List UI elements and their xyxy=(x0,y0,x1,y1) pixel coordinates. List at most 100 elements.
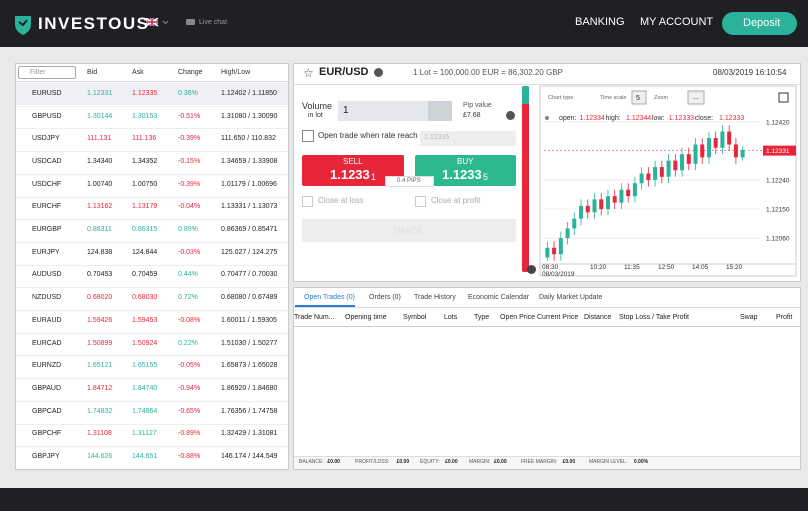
high-low: 0.86369 / 0.85471 xyxy=(221,226,278,233)
bid: 1.00740 xyxy=(87,180,113,188)
divider xyxy=(16,81,288,82)
row[interactable] xyxy=(16,400,288,423)
info-icon xyxy=(527,265,536,274)
tab[interactable]: Open Trades (0) xyxy=(304,293,355,301)
tab[interactable]: Daily Market Update xyxy=(539,293,603,301)
candle-body xyxy=(552,247,557,255)
column-header: Distance xyxy=(584,313,612,321)
checkbox[interactable] xyxy=(302,130,314,142)
bid: 1.13162 xyxy=(87,203,113,211)
summary-label: EQUITY: xyxy=(420,459,440,465)
sell-pip: 1 xyxy=(371,171,377,182)
change: 0.72% xyxy=(178,294,198,302)
rate-input xyxy=(420,131,516,146)
row[interactable] xyxy=(16,423,288,446)
y-tick-label: 1.12240 xyxy=(766,177,790,184)
column-header: Symbol xyxy=(403,313,427,321)
row[interactable] xyxy=(16,196,288,219)
spinner[interactable] xyxy=(428,101,452,121)
row[interactable] xyxy=(16,241,288,264)
volume-input[interactable] xyxy=(338,101,452,121)
toolbar-button xyxy=(687,90,705,105)
help-icon xyxy=(506,111,515,120)
datetime: 08/03/2019 16:10:54 xyxy=(713,68,787,78)
column-header: Current Price xyxy=(537,313,579,321)
row[interactable] xyxy=(16,287,288,309)
chat-icon[interactable] xyxy=(186,19,196,27)
selected-row[interactable] xyxy=(16,83,288,105)
x-tick-label: 14:05 xyxy=(692,264,709,271)
checkbox[interactable] xyxy=(302,196,313,207)
language-flag[interactable] xyxy=(146,18,170,28)
candle-body xyxy=(680,154,685,171)
high-low: 1.31080 / 1.30090 xyxy=(221,112,278,120)
symbol: EURNZD xyxy=(32,362,62,370)
tab[interactable]: Trade History xyxy=(414,293,456,301)
candle-body xyxy=(706,138,711,158)
bid: 1.30144 xyxy=(87,112,113,120)
logo-icon xyxy=(15,16,31,35)
high-low: 1.13331 / 1.13073 xyxy=(221,203,278,211)
filter-placeholder: Filter xyxy=(30,68,46,76)
filter-input[interactable] xyxy=(18,66,76,79)
column-header: Open Price xyxy=(500,313,536,321)
candle-body xyxy=(686,154,691,164)
buy-price: 1.1233 xyxy=(442,167,482,183)
bid: 144.626 xyxy=(87,453,113,460)
row[interactable] xyxy=(16,151,288,173)
nav-link[interactable]: MY ACCOUNT xyxy=(640,16,714,29)
tab[interactable]: Economic Calendar xyxy=(468,293,530,301)
candle-body xyxy=(592,199,597,213)
tab[interactable]: Orders (0) xyxy=(369,293,401,301)
ask: 0.70459 xyxy=(132,271,158,279)
change: -0.88% xyxy=(178,453,201,460)
row[interactable] xyxy=(16,378,288,400)
ask: 0.86315 xyxy=(132,226,158,233)
nav-link[interactable]: BANKING xyxy=(575,16,625,29)
y-tick-label: 1.12060 xyxy=(766,236,790,243)
row[interactable] xyxy=(16,173,288,196)
toolbar-value: 5 xyxy=(636,95,640,102)
divider xyxy=(294,326,800,327)
bid: 0.86311 xyxy=(87,226,112,233)
ask: 1.00750 xyxy=(132,180,158,188)
change: -0.51% xyxy=(178,112,201,120)
lot-info: 1 Lot = 100,000.00 EUR = 86,302.20 GBP xyxy=(413,68,563,78)
rate-trigger-label: Open trade when rate reach xyxy=(318,131,418,141)
sell-label: SELL xyxy=(343,157,363,167)
row[interactable] xyxy=(16,332,288,355)
live-chat[interactable]: Live chat xyxy=(199,18,228,26)
ohlc-dot xyxy=(545,116,549,120)
high-low: 0.68080 / 0.67489 xyxy=(221,294,278,302)
summary-bar xyxy=(294,456,800,469)
volume-value: 1 xyxy=(343,105,349,116)
checkbox[interactable] xyxy=(415,196,426,207)
deposit-label[interactable]: Deposit xyxy=(743,17,781,30)
row[interactable] xyxy=(16,355,288,377)
candle-body xyxy=(720,131,725,148)
column-header: Trade Num... xyxy=(294,313,335,321)
trade-button[interactable] xyxy=(302,219,516,242)
deposit-button[interactable] xyxy=(722,12,797,35)
trade-symbol: EUR/USD xyxy=(319,66,369,79)
row[interactable] xyxy=(16,446,288,468)
row[interactable] xyxy=(16,219,288,241)
high-low: 1.65873 / 1.65028 xyxy=(221,362,278,370)
bid: 1.84712 xyxy=(87,384,113,392)
summary-value: £0.00 xyxy=(327,459,340,465)
high-low: 1.76356 / 1.74758 xyxy=(221,407,278,415)
summary-value: £0.00 xyxy=(396,459,410,465)
toolbar-label: Chart type xyxy=(548,95,573,101)
ohlc-value: 1.12333 xyxy=(669,115,694,122)
row[interactable] xyxy=(16,310,288,332)
row[interactable] xyxy=(16,105,288,128)
price-chart: Chart type Time scale Zoom 5 ... open: 1.12334… xyxy=(522,85,797,278)
row[interactable] xyxy=(16,128,288,150)
ask: 1.50924 xyxy=(132,339,158,347)
row[interactable] xyxy=(16,264,288,287)
candle-body xyxy=(733,144,738,158)
divider xyxy=(294,84,800,85)
watchlist-panel xyxy=(15,63,289,470)
column-header: Type xyxy=(474,313,490,321)
